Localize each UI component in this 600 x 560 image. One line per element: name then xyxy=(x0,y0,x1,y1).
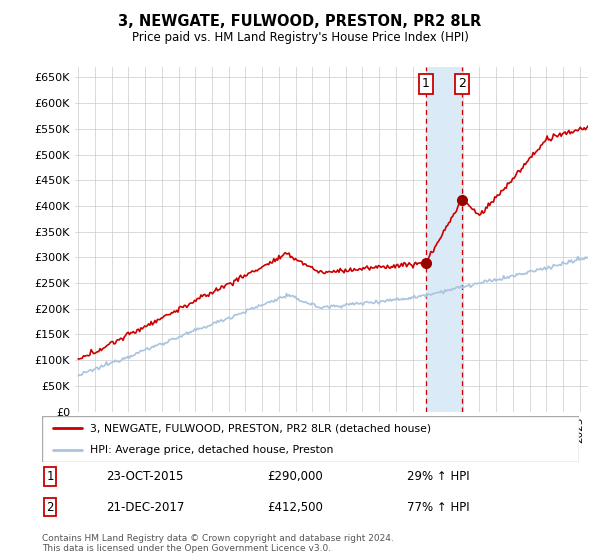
Text: 2: 2 xyxy=(458,77,466,91)
Text: 3, NEWGATE, FULWOOD, PRESTON, PR2 8LR: 3, NEWGATE, FULWOOD, PRESTON, PR2 8LR xyxy=(118,14,482,29)
Text: £412,500: £412,500 xyxy=(268,501,323,514)
Text: Price paid vs. HM Land Registry's House Price Index (HPI): Price paid vs. HM Land Registry's House … xyxy=(131,31,469,44)
Text: 29% ↑ HPI: 29% ↑ HPI xyxy=(407,470,470,483)
Text: 21-DEC-2017: 21-DEC-2017 xyxy=(106,501,185,514)
Text: 2: 2 xyxy=(46,501,54,514)
Text: Contains HM Land Registry data © Crown copyright and database right 2024.
This d: Contains HM Land Registry data © Crown c… xyxy=(42,534,394,553)
Text: 3, NEWGATE, FULWOOD, PRESTON, PR2 8LR (detached house): 3, NEWGATE, FULWOOD, PRESTON, PR2 8LR (d… xyxy=(91,423,431,433)
Text: 77% ↑ HPI: 77% ↑ HPI xyxy=(407,501,470,514)
Bar xyxy=(426,67,462,412)
Text: 1: 1 xyxy=(422,77,430,91)
Text: 1: 1 xyxy=(46,470,54,483)
Text: 23-OCT-2015: 23-OCT-2015 xyxy=(106,470,184,483)
Text: HPI: Average price, detached house, Preston: HPI: Average price, detached house, Pres… xyxy=(91,445,334,455)
Text: £290,000: £290,000 xyxy=(268,470,323,483)
